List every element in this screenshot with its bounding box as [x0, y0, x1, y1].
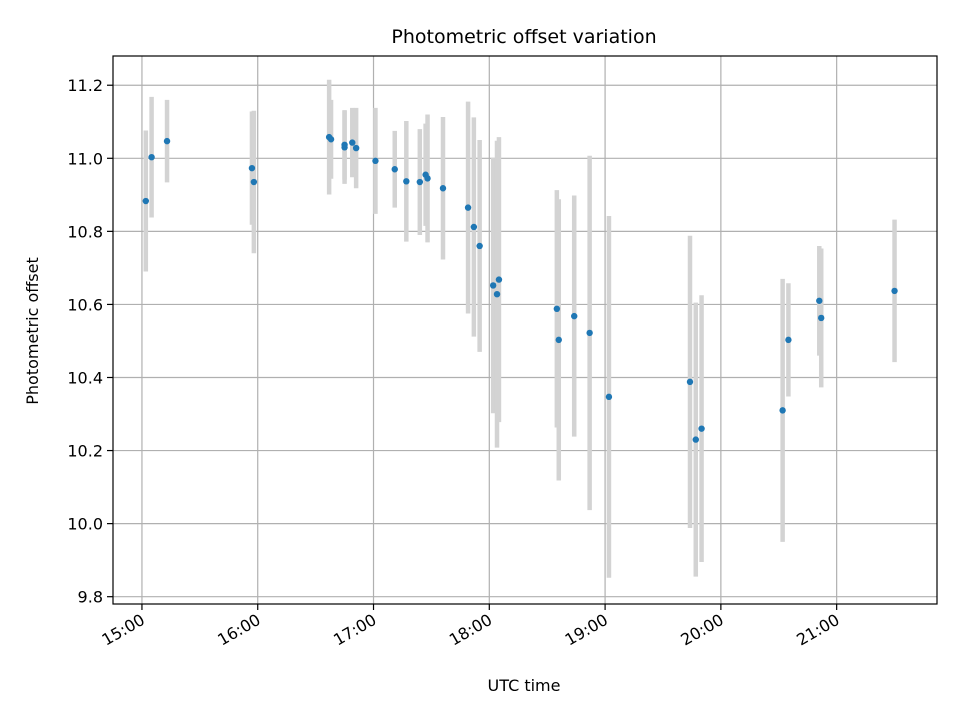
- data-point: [148, 153, 155, 161]
- data-point: [250, 178, 258, 186]
- data-point: [489, 282, 497, 289]
- y-axis-ticks: 9.8 10.0 10.2 10.4 10.6 10.8 11.0 11.2: [67, 76, 113, 607]
- data-point: [571, 312, 578, 320]
- data-point: [476, 242, 483, 250]
- data-point: [818, 314, 825, 322]
- y-tick-label: 10.0: [67, 515, 103, 534]
- data-point: [142, 197, 150, 205]
- chart-title: Photometric offset variation: [391, 26, 656, 48]
- data-point: [424, 175, 431, 182]
- y-tick-label: 10.8: [67, 222, 103, 241]
- data-point: [439, 185, 447, 192]
- data-point: [891, 287, 898, 295]
- data-points: [142, 133, 898, 443]
- data-point: [692, 436, 699, 443]
- data-point: [495, 276, 503, 283]
- data-point: [403, 178, 410, 185]
- data-point: [327, 136, 335, 143]
- data-point: [416, 178, 424, 186]
- y-tick-label: 9.8: [78, 588, 103, 607]
- data-point: [493, 290, 501, 298]
- data-point: [372, 157, 379, 165]
- data-point: [352, 144, 360, 152]
- y-tick-label: 10.2: [67, 442, 103, 461]
- data-point: [605, 393, 613, 401]
- data-point: [470, 223, 478, 231]
- data-point: [698, 425, 705, 432]
- data-point: [163, 137, 171, 145]
- y-tick-label: 10.4: [67, 368, 103, 387]
- y-tick-label: 10.6: [67, 295, 103, 314]
- data-point: [553, 305, 561, 313]
- data-point: [779, 407, 786, 414]
- data-point: [586, 329, 593, 337]
- y-tick-label: 11.0: [67, 149, 103, 168]
- y-tick-label: 11.2: [67, 76, 103, 95]
- plot-frame: [112, 55, 938, 605]
- data-point: [464, 204, 472, 211]
- data-point: [349, 139, 356, 146]
- x-axis-label: UTC time: [488, 676, 561, 695]
- data-point: [248, 164, 256, 172]
- data-point: [686, 378, 694, 386]
- grid: [113, 56, 937, 604]
- data-point: [391, 166, 398, 173]
- data-point: [341, 144, 348, 151]
- data-point: [555, 336, 562, 344]
- data-point: [816, 297, 823, 304]
- y-axis-label: Photometric offset: [23, 257, 42, 405]
- data-point: [785, 336, 792, 344]
